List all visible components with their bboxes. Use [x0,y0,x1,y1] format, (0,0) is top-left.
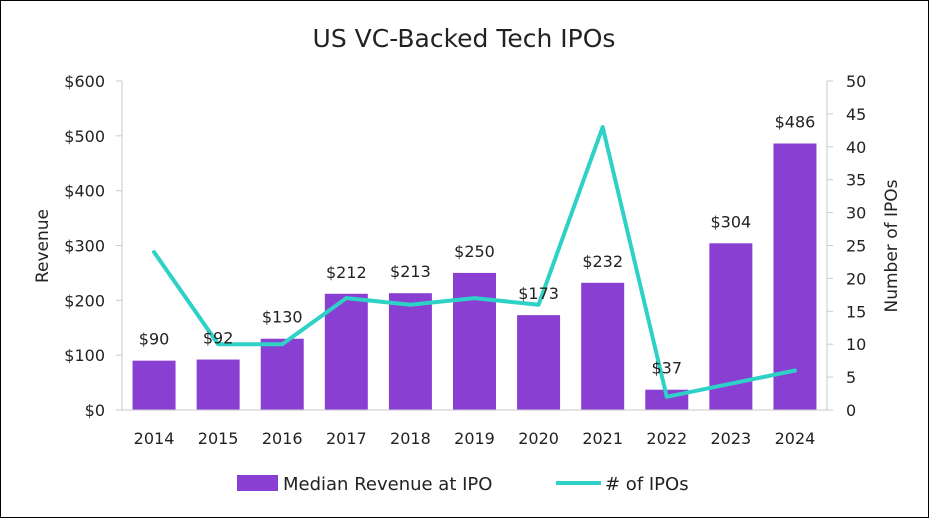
left-axis-tick-label: $100 [64,346,105,365]
bar [581,282,625,410]
right-axis-tick-label: 0 [846,401,856,420]
data-labels: $90 $92 $130 $212 $213 $250 $173 $232 $37 $304 $48… [139,113,816,378]
legend-bar-swatch [237,475,278,491]
bar [388,293,432,410]
left-axis-tick-label: $600 [64,72,105,91]
bar-series [132,143,817,410]
right-axis-ticks: 0 5 10 15 20 25 30 35 40 45 50 [827,72,866,420]
left-axis-tick-label: $400 [64,182,105,201]
left-axis-title: Revenue [33,209,53,283]
line-series [152,125,797,399]
legend-bar-label: Median Revenue at IPO [283,474,492,495]
x-axis-tick-label: 2014 [134,429,175,448]
bar-data-label: $90 [139,330,170,349]
right-axis-tick-label: 40 [846,138,866,157]
x-axis-tick-label: 2023 [711,429,752,448]
x-axis-tick-label: 2017 [326,429,367,448]
bar [132,360,176,410]
left-axis-tick-label: $300 [64,237,105,256]
bar-data-label: $250 [454,242,495,261]
x-axis-tick-label: 2020 [518,429,559,448]
bar [517,315,561,410]
right-axis-tick-label: 5 [846,368,856,387]
right-axis-tick-label: 30 [846,204,866,223]
x-axis-tick-label: 2024 [775,429,816,448]
bar [773,143,817,410]
legend-line-label: # of IPOs [605,474,689,495]
right-axis-tick-label: 35 [846,171,866,190]
right-axis-tick-label: 50 [846,72,866,91]
x-axis-ticks: 2014 2015 2016 2017 2018 2019 2020 2021 2022 2023… [134,429,816,448]
right-axis-tick-label: 10 [846,335,866,354]
left-axis-tick-label: $500 [64,127,105,146]
bar [196,359,240,410]
right-axis-tick-label: 45 [846,105,866,124]
bar-data-label: $37 [651,359,682,378]
x-axis-tick-label: 2016 [262,429,303,448]
right-axis-tick-label: 25 [846,237,866,256]
bar-data-label: $173 [518,284,559,303]
bar-data-label: $232 [582,252,623,271]
bar-data-label: $213 [390,262,431,281]
right-axis-tick-label: 20 [846,269,866,288]
x-axis-tick-label: 2018 [390,429,431,448]
bar [453,272,496,410]
chart-title: US VC-Backed Tech IPOs [313,24,616,53]
right-axis-tick-label: 15 [846,302,866,321]
bar-data-label: $304 [711,212,752,231]
bar-data-label: $486 [775,113,816,132]
bar-data-label: $92 [203,329,234,348]
right-axis-title: Number of IPOs [882,179,902,312]
bar [260,338,304,410]
bar [324,293,368,410]
legend: Median Revenue at IPO # of IPOs [237,474,689,495]
x-axis-tick-label: 2021 [582,429,623,448]
left-axis-tick-label: $200 [64,291,105,310]
x-axis-tick-label: 2015 [198,429,239,448]
x-axis-tick-label: 2022 [646,429,687,448]
left-axis-tick-label: $0 [85,401,105,420]
left-axis-ticks: $0 $100 $200 $300 $400 $500 $600 [64,72,122,420]
bar-data-label: $130 [262,308,303,327]
bar-data-label: $212 [326,263,367,282]
x-axis-tick-label: 2019 [454,429,495,448]
